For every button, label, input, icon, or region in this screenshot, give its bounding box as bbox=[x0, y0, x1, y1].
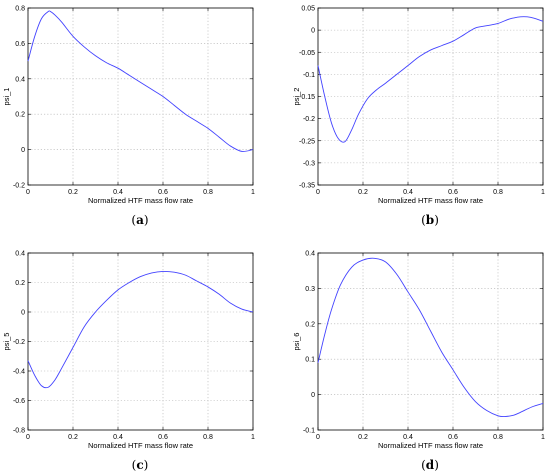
x-tick-label-c: 1 bbox=[251, 434, 255, 441]
y-tick-label-d: 0.3 bbox=[305, 286, 315, 293]
x-tick-label-c: 0.4 bbox=[113, 434, 123, 441]
y-tick-label-d: 0 bbox=[311, 392, 315, 399]
y-tick-label-a: -0.2 bbox=[13, 183, 25, 190]
y-tick-label-d: -0.1 bbox=[303, 428, 315, 435]
x-tick-label-a: 1 bbox=[251, 189, 255, 196]
x-tick-label-b: 0.8 bbox=[493, 189, 503, 196]
y-tick-label-c: -0.4 bbox=[13, 369, 25, 376]
caption-d: (d) bbox=[421, 458, 439, 472]
x-tick-label-a: 0.8 bbox=[203, 189, 213, 196]
x-axis-label-a: Normalized HTF mass flow rate bbox=[88, 196, 193, 205]
plot-area-d bbox=[318, 253, 543, 430]
series-line-a-0 bbox=[27, 10, 254, 152]
y-tick-label-b: -0.2 bbox=[303, 116, 315, 123]
x-tick-label-a: 0.4 bbox=[113, 189, 123, 196]
y-tick-label-b: 0.05 bbox=[301, 6, 315, 13]
y-tick-label-b: -0.35 bbox=[299, 183, 315, 190]
x-tick-label-b: 0.6 bbox=[448, 189, 458, 196]
x-tick-label-c: 0.6 bbox=[158, 434, 168, 441]
x-tick-label-d: 0 bbox=[316, 434, 320, 441]
caption-d-letter: d bbox=[425, 458, 435, 472]
x-tick-label-d: 0.6 bbox=[448, 434, 458, 441]
y-tick-label-a: 0.8 bbox=[15, 6, 25, 13]
y-tick-label-c: -0.6 bbox=[13, 398, 25, 405]
y-axis-label-c: psi_5 bbox=[2, 333, 11, 351]
series-line-d-0 bbox=[317, 257, 544, 418]
chart-panel-c: 0 0.2 0.4 0.6 0.8 1-0.8-0.6-0.4-0.200.20.4Nor… bbox=[2, 251, 255, 451]
x-tick-label-a: 0 bbox=[26, 189, 30, 196]
x-tick-label-c: 0 bbox=[26, 434, 30, 441]
x-axis-label-b: Normalized HTF mass flow rate bbox=[378, 196, 483, 205]
y-tick-label-c: 0.2 bbox=[15, 280, 25, 287]
axes-frame-b bbox=[317, 7, 544, 186]
y-tick-label-a: 0 bbox=[21, 147, 25, 154]
y-tick-label-a: 0.2 bbox=[15, 112, 25, 119]
chart-panel-b: 0 0.2 0.4 0.6 0.8 1 -0.35 -0.3 -0.25 -0.2 -0.15 -0.… bbox=[292, 6, 545, 206]
y-tick-label-c: -0.2 bbox=[13, 339, 25, 346]
caption-a-letter: a bbox=[136, 213, 144, 227]
y-axis-label-b: psi_2 bbox=[292, 88, 301, 106]
y-tick-label-b: -0.15 bbox=[299, 94, 315, 101]
y-tick-label-c: -0.8 bbox=[13, 428, 25, 435]
x-tick-label-a: 0.2 bbox=[68, 189, 78, 196]
y-tick-label-b: -0.3 bbox=[303, 160, 315, 167]
x-axis-label-c: Normalized HTF mass flow rate bbox=[88, 441, 193, 450]
y-tick-label-a: 0.4 bbox=[15, 76, 25, 83]
y-tick-label-d: 0.1 bbox=[305, 357, 315, 364]
x-tick-label-d: 0.4 bbox=[403, 434, 413, 441]
plot-area-a bbox=[28, 8, 253, 185]
caption-b-letter: b bbox=[425, 213, 435, 227]
x-tick-label-c: 0.2 bbox=[68, 434, 78, 441]
x-axis-label-d: Normalized HTF mass flow rate bbox=[378, 441, 483, 450]
caption-c: (c) bbox=[131, 458, 149, 472]
x-tick-label-b: 1 bbox=[541, 189, 545, 196]
y-tick-label-c: 0.4 bbox=[15, 251, 25, 258]
caption-b: (b) bbox=[421, 213, 439, 227]
series-line-b-0 bbox=[317, 16, 544, 143]
y-tick-label-b: -0.1 bbox=[303, 72, 315, 79]
x-tick-label-d: 1 bbox=[541, 434, 545, 441]
y-tick-label-a: 0.6 bbox=[15, 41, 25, 48]
axes-frame-a bbox=[27, 7, 254, 186]
chart-panel-d: 0 0.2 0.4 0.6 0.8 1-0.100.10.20.30.4Normalize… bbox=[292, 251, 545, 451]
chart-panel-a: 0 0.2 0.4 0.6 0.8 1-0.200.20.40.60.8Normalize… bbox=[2, 6, 255, 206]
caption-c-letter: c bbox=[136, 458, 144, 472]
y-tick-label-b: 0 bbox=[311, 28, 315, 35]
series-line-c-0 bbox=[27, 270, 254, 389]
y-axis-label-d: psi_6 bbox=[292, 333, 301, 351]
y-tick-label-d: 0.2 bbox=[305, 321, 315, 328]
x-tick-label-a: 0.6 bbox=[158, 189, 168, 196]
axes-frame-d bbox=[317, 252, 544, 431]
y-axis-label-a: psi_1 bbox=[2, 88, 11, 106]
y-tick-label-b: -0.05 bbox=[299, 50, 315, 57]
y-tick-label-c: 0 bbox=[21, 310, 25, 317]
y-tick-label-d: 0.4 bbox=[305, 251, 315, 258]
x-tick-label-b: 0.4 bbox=[403, 189, 413, 196]
y-tick-label-b: -0.25 bbox=[299, 138, 315, 145]
x-tick-label-d: 0.8 bbox=[493, 434, 503, 441]
x-tick-label-c: 0.8 bbox=[203, 434, 213, 441]
caption-a: (a) bbox=[131, 213, 149, 227]
x-tick-label-d: 0.2 bbox=[358, 434, 368, 441]
axes-frame-c bbox=[27, 252, 254, 431]
x-tick-label-b: 0 bbox=[316, 189, 320, 196]
x-tick-label-b: 0.2 bbox=[358, 189, 368, 196]
